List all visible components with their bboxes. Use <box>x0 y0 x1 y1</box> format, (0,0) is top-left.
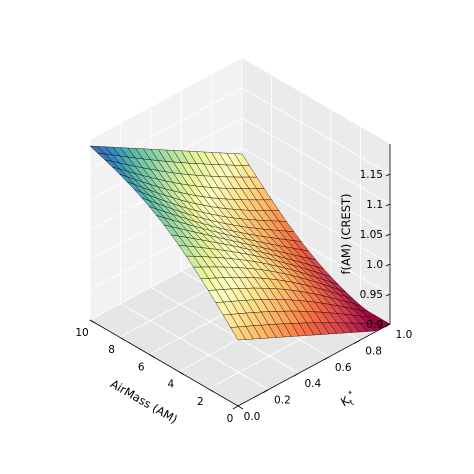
x-tick-label: 2 <box>197 396 204 408</box>
z-tick-label: 1.0 <box>366 259 383 271</box>
x-tick-mark <box>237 405 244 410</box>
z-tick-mark <box>385 293 391 297</box>
y-tick-mark <box>323 356 330 361</box>
z-tick-mark <box>385 233 391 237</box>
z-tick-label: 1.05 <box>360 229 383 241</box>
x-tick-label: 8 <box>108 344 115 356</box>
x-tick-label: 6 <box>138 361 145 373</box>
y-axis-label: Kt* <box>338 389 359 411</box>
y-axis-label-sub: t <box>348 398 355 407</box>
right-grid-z <box>241 87 391 175</box>
y-axis-label-sup: * <box>347 389 355 399</box>
x-tick-label: 10 <box>75 327 88 339</box>
x-tick-label: 4 <box>167 379 174 391</box>
z-tick-label: 1.1 <box>366 199 383 211</box>
y-tick-label: 0.6 <box>335 362 352 374</box>
floor-grid-y <box>150 286 300 374</box>
z-tick-label: 1.15 <box>360 169 383 181</box>
y-tick-mark <box>263 389 269 393</box>
z-tick-mark <box>385 323 391 327</box>
y-tick-mark <box>232 405 239 410</box>
z-tick-label: 0.9 <box>366 319 383 331</box>
y-tick-label: 0.0 <box>244 411 261 423</box>
y-tick-mark <box>354 340 360 344</box>
right-grid-z <box>241 117 391 205</box>
surface-patch <box>230 326 246 341</box>
y-tick-label: 0.8 <box>365 345 382 357</box>
z-tick-label: 0.95 <box>360 289 383 301</box>
y-tick-label: 0.4 <box>304 378 321 390</box>
x-tick-label: 0 <box>227 413 234 425</box>
surface-mesh <box>89 145 391 341</box>
axes: 0 2 4 6 8 10 0.0 0.2 0.4 0.6 0.8 1.0 0.9 0.95 1.0 1.05 1… <box>75 144 412 425</box>
z-tick-mark <box>385 203 391 207</box>
z-axis-label: f(AM) (CREST) <box>339 193 353 274</box>
y-tick-label: 1.0 <box>396 329 413 341</box>
x-tick-mark <box>208 388 214 393</box>
right-grid-z <box>241 147 391 235</box>
floor-grid-y <box>120 303 269 390</box>
x-tick-mark <box>119 336 125 341</box>
z-tick-mark <box>385 263 391 267</box>
y-tick-label: 0.2 <box>274 395 291 407</box>
x-tick-mark <box>89 319 96 324</box>
z-tick-mark <box>385 173 391 177</box>
x-tick-mark <box>178 371 185 375</box>
x-tick-mark <box>148 354 155 358</box>
y-tick-mark <box>293 372 300 377</box>
